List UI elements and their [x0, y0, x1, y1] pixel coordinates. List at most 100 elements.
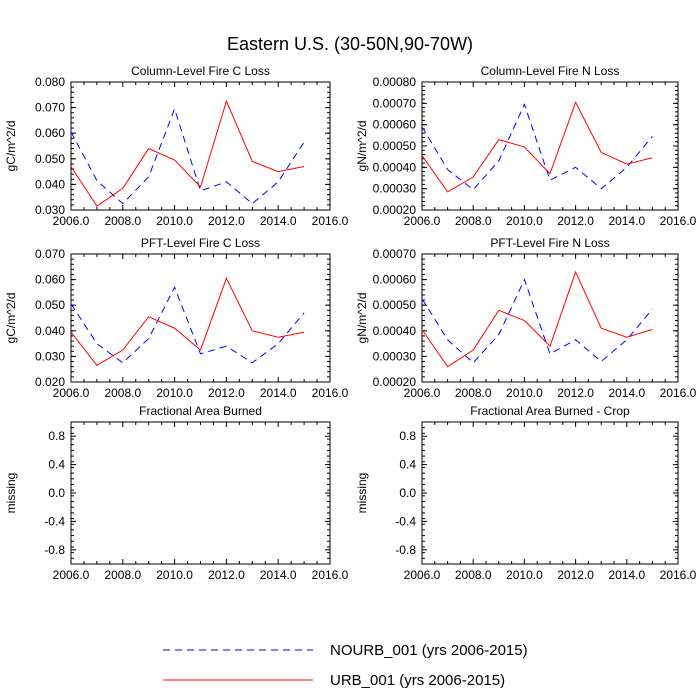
y-tick-label: -0.8 — [395, 543, 416, 557]
x-tick-label: 2016.0 — [660, 568, 697, 582]
x-tick-label: 2012.0 — [557, 568, 594, 582]
x-tick-label: 2012.0 — [208, 214, 245, 228]
x-tick-label: 2016.0 — [312, 214, 349, 228]
chart-panel-2: Column-Level Fire N Loss 2006.0 2008.0 2010… — [355, 64, 697, 228]
x-tick-label: 2006.0 — [53, 568, 90, 582]
y-tick-label: 0.060 — [35, 273, 65, 287]
series-line-nourb — [71, 109, 304, 204]
y-tick-label: 0.4 — [399, 458, 416, 472]
y-tick-label: 0.0 — [48, 486, 65, 500]
plot-frame — [422, 254, 678, 382]
y-tick-label: -0.4 — [395, 514, 416, 528]
y-tick-label: 0.070 — [35, 101, 65, 115]
x-tick-label: 2012.0 — [208, 386, 245, 400]
y-tick-label: 0.040 — [35, 177, 65, 191]
y-tick-label: -0.8 — [44, 543, 65, 557]
chart-panel-4: PFT-Level Fire N Loss 2006.0 2008.0 2010.0 2… — [355, 236, 697, 400]
x-tick-label: 2012.0 — [557, 214, 594, 228]
y-tick-label: 0.00050 — [373, 139, 417, 153]
y-tick-label: 0.0 — [399, 486, 416, 500]
plot-frame — [422, 422, 678, 564]
x-tick-label: 2016.0 — [312, 386, 349, 400]
y-axis-label: gN/m^2/d — [355, 121, 369, 172]
y-tick-label: 0.050 — [35, 152, 65, 166]
chart-panel-5: Fractional Area Burned 2006.0 2008.0 2010.0… — [4, 404, 349, 582]
y-tick-label: 0.00040 — [373, 160, 417, 174]
series-line-nourb — [422, 104, 652, 189]
y-tick-label: 0.00070 — [373, 247, 417, 261]
y-tick-label: 0.050 — [35, 298, 65, 312]
y-axis-label: missing — [4, 473, 18, 514]
x-tick-label: 2014.0 — [260, 568, 297, 582]
x-tick-label: 2014.0 — [260, 214, 297, 228]
panel-title: PFT-Level Fire N Loss — [490, 236, 609, 250]
y-tick-label: 0.040 — [35, 324, 65, 338]
x-tick-label: 2016.0 — [660, 214, 697, 228]
panel-title: Fractional Area Burned — [139, 404, 262, 418]
y-tick-label: 0.00060 — [373, 273, 417, 287]
series-line-nourb — [422, 280, 652, 363]
y-tick-label: 0.080 — [35, 75, 65, 89]
y-tick-label: 0.060 — [35, 126, 65, 140]
x-tick-label: 2010.0 — [156, 386, 193, 400]
y-axis-label: missing — [355, 473, 369, 514]
x-tick-label: 2016.0 — [660, 386, 697, 400]
x-tick-label: 2006.0 — [404, 568, 441, 582]
x-tick-label: 2008.0 — [104, 568, 141, 582]
y-tick-label: -0.4 — [44, 514, 65, 528]
plot-frame — [422, 82, 678, 210]
y-tick-label: 0.00030 — [373, 182, 417, 196]
series-line-urb — [422, 102, 652, 192]
x-tick-label: 2012.0 — [557, 386, 594, 400]
plot-frame — [71, 254, 330, 382]
x-tick-label: 2014.0 — [608, 386, 645, 400]
x-tick-label: 2008.0 — [455, 386, 492, 400]
x-tick-label: 2010.0 — [156, 214, 193, 228]
y-tick-label: 0.00060 — [373, 118, 417, 132]
plot-frame — [71, 82, 330, 210]
y-tick-label: 0.00030 — [373, 349, 417, 363]
series-line-urb — [71, 101, 304, 206]
legend-label-nourb: NOURB_001 (yrs 2006-2015) — [330, 642, 528, 659]
chart-panel-6: Fractional Area Burned - Crop 2006.0 2008.… — [355, 404, 697, 582]
chart-panel-1: Column-Level Fire C Loss 2006.0 2008.0 2010… — [4, 64, 349, 228]
legend-label-urb: URB_001 (yrs 2006-2015) — [330, 672, 505, 689]
y-tick-label: 0.030 — [35, 349, 65, 363]
y-axis-label: gN/m^2/d — [355, 293, 369, 344]
x-tick-label: 2008.0 — [455, 568, 492, 582]
y-tick-label: 0.8 — [48, 429, 65, 443]
y-tick-label: 0.00080 — [373, 75, 417, 89]
series-line-nourb — [71, 287, 304, 363]
x-tick-label: 2014.0 — [608, 214, 645, 228]
panel-title: Fractional Area Burned - Crop — [470, 404, 630, 418]
chart-panel-3: PFT-Level Fire C Loss 2006.0 2008.0 2010.0 2… — [4, 236, 349, 400]
x-tick-label: 2014.0 — [260, 386, 297, 400]
y-tick-label: 0.00040 — [373, 324, 417, 338]
y-tick-label: 0.020 — [35, 375, 65, 389]
y-tick-label: 0.00020 — [373, 203, 417, 217]
x-tick-label: 2010.0 — [156, 568, 193, 582]
series-line-urb — [422, 272, 652, 367]
y-tick-label: 0.00050 — [373, 298, 417, 312]
panel-title: Column-Level Fire N Loss — [481, 64, 620, 78]
panel-title: PFT-Level Fire C Loss — [141, 236, 260, 250]
y-axis-label: gC/m^2/d — [4, 121, 18, 172]
y-tick-label: 0.4 — [48, 458, 65, 472]
x-tick-label: 2010.0 — [506, 568, 543, 582]
x-tick-label: 2014.0 — [608, 568, 645, 582]
x-tick-label: 2016.0 — [312, 568, 349, 582]
x-tick-label: 2008.0 — [104, 214, 141, 228]
y-tick-label: 0.030 — [35, 203, 65, 217]
figure: Eastern U.S. (30-50N,90-70W) Column-Leve… — [0, 0, 700, 700]
x-tick-label: 2010.0 — [506, 214, 543, 228]
y-tick-label: 0.070 — [35, 247, 65, 261]
y-tick-label: 0.00020 — [373, 375, 417, 389]
x-tick-label: 2008.0 — [104, 386, 141, 400]
panel-title: Column-Level Fire C Loss — [131, 64, 270, 78]
y-tick-label: 0.8 — [399, 429, 416, 443]
x-tick-label: 2010.0 — [506, 386, 543, 400]
figure-title: Eastern U.S. (30-50N,90-70W) — [227, 34, 473, 54]
y-tick-label: 0.00070 — [373, 96, 417, 110]
chart-panels: Column-Level Fire C Loss 2006.0 2008.0 2010… — [4, 64, 697, 582]
x-tick-label: 2012.0 — [208, 568, 245, 582]
